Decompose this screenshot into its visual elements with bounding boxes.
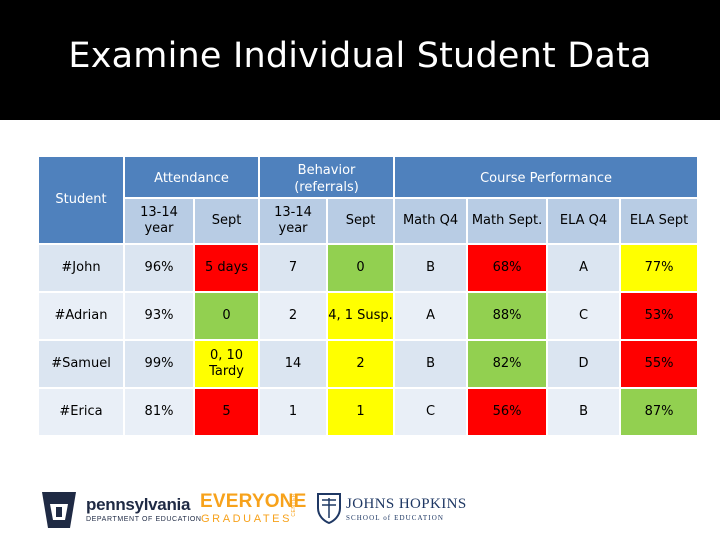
table-row: #John 96% 5 days 7 0 B 68% A 77% [37, 243, 700, 293]
logo-strip: pennsylvania DEPARTMENT OF EDUCATION EVE… [38, 484, 466, 532]
pennsylvania-wordmark: pennsylvania [86, 495, 191, 514]
everyone-graduates-logo: EVERYONE GRADUATES CENTER [200, 491, 306, 531]
data-cell: C [393, 387, 469, 437]
student-header: Student [37, 155, 125, 245]
center-wordmark: CENTER [291, 493, 297, 517]
student-name-cell: #John [37, 243, 125, 293]
data-cell: B [393, 339, 469, 389]
data-cell: 82% [466, 339, 549, 389]
course-performance-header: Course Performance [393, 155, 700, 199]
data-cell: D [546, 339, 622, 389]
sub-header-cell: Math Sept. [466, 197, 549, 245]
sub-header-row: 13-14 year Sept 13-14 year Sept Math Q4 Math … [38, 197, 700, 245]
data-cell: 53% [619, 291, 700, 341]
graduates-wordmark: GRADUATES [201, 513, 293, 525]
department-of-education-text: DEPARTMENT OF EDUCATION [86, 516, 202, 523]
data-cell: 2 [326, 339, 396, 389]
group-header-row: Student Attendance Behavior (referrals) … [37, 155, 700, 245]
data-cell: C [546, 291, 622, 341]
data-cell: 1 [326, 387, 396, 437]
data-cell: 1 [258, 387, 329, 437]
title-bar: Examine Individual Student Data [0, 0, 720, 120]
data-cell: 77% [619, 243, 700, 293]
data-cell: 81% [123, 387, 195, 437]
data-cell: 99% [123, 339, 195, 389]
student-name-cell: #Adrian [37, 291, 125, 341]
johns-hopkins-logo: JOHNS HOPKINS SCHOOL of EDUCATION [316, 492, 466, 532]
data-cell: 5 [192, 387, 261, 437]
data-cell: A [393, 291, 469, 341]
data-cell: 87% [619, 387, 700, 437]
data-cell: 55% [619, 339, 700, 389]
sub-header-cell: 13-14 year [123, 197, 195, 245]
page-title: Examine Individual Student Data [68, 36, 652, 76]
table-row: #Samuel 99% 0, 10 Tardy 14 2 B 82% D 55% [37, 339, 700, 389]
table-row: #Adrian 93% 0 2 4, 1 Susp. A 88% C 53% [37, 291, 700, 341]
data-cell: B [546, 387, 622, 437]
school-of-education-text: SCHOOL of EDUCATION [346, 514, 445, 522]
sub-header-cell: 13-14 year [258, 197, 329, 245]
student-data-table: Student Attendance Behavior (referrals) … [37, 155, 700, 437]
keystone-icon [42, 492, 76, 528]
sub-header-cell: Math Q4 [393, 197, 469, 245]
data-cell: 0 [326, 243, 396, 293]
shield-icon [317, 493, 341, 524]
data-cell: 0 [192, 291, 261, 341]
sub-header-cell: ELA Q4 [546, 197, 622, 245]
data-cell: 4, 1 Susp. [326, 291, 396, 341]
data-cell: B [393, 243, 469, 293]
data-cell: 0, 10 Tardy [192, 339, 261, 389]
johns-hopkins-wordmark: JOHNS HOPKINS [346, 496, 467, 512]
sub-header-cell: ELA Sept [619, 197, 700, 245]
behavior-header: Behavior (referrals) [258, 155, 396, 199]
data-cell: 7 [258, 243, 329, 293]
data-cell: 2 [258, 291, 329, 341]
student-name-cell: #Erica [37, 387, 125, 437]
data-cell: 14 [258, 339, 329, 389]
data-cell: 56% [466, 387, 549, 437]
data-cell: 96% [123, 243, 195, 293]
data-cell: 93% [123, 291, 195, 341]
everyone-wordmark: EVERYONE [200, 491, 307, 512]
table-row: #Erica 81% 5 1 1 C 56% B 87% [37, 387, 700, 437]
attendance-header: Attendance [122, 155, 261, 199]
student-name-cell: #Samuel [37, 339, 125, 389]
data-cell: A [546, 243, 622, 293]
data-cell: 88% [466, 291, 549, 341]
sub-header-cell: Sept [326, 197, 396, 245]
data-cell: 68% [466, 243, 549, 293]
pennsylvania-logo: pennsylvania DEPARTMENT OF EDUCATION [38, 490, 201, 530]
sub-header-cell: Sept [192, 197, 261, 245]
data-cell: 5 days [192, 243, 261, 293]
